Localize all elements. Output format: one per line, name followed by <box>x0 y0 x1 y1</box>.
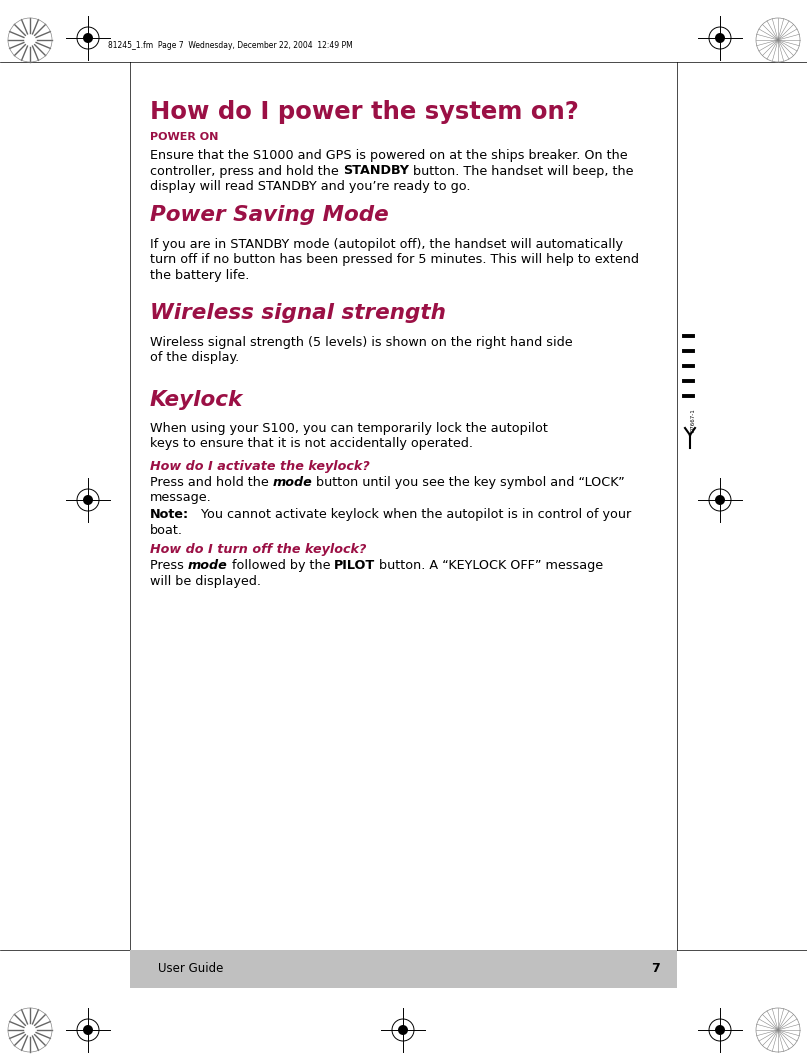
Text: message.: message. <box>150 492 211 504</box>
Text: When using your S100, you can temporarily lock the autopilot: When using your S100, you can temporaril… <box>150 422 548 435</box>
Text: How do I turn off the keylock?: How do I turn off the keylock? <box>150 543 366 556</box>
Circle shape <box>709 1020 731 1041</box>
Text: Keylock: Keylock <box>150 390 243 410</box>
Text: button. A “KEYLOCK OFF” message: button. A “KEYLOCK OFF” message <box>375 559 604 572</box>
Circle shape <box>83 1025 93 1035</box>
Text: Press: Press <box>150 559 188 572</box>
Circle shape <box>709 27 731 49</box>
Circle shape <box>715 1025 725 1035</box>
Text: boat.: boat. <box>150 524 183 536</box>
Circle shape <box>715 495 725 506</box>
Circle shape <box>715 33 725 42</box>
Text: Wireless signal strength: Wireless signal strength <box>150 303 446 323</box>
Text: STANDBY: STANDBY <box>343 165 409 177</box>
Text: How do I activate the keylock?: How do I activate the keylock? <box>150 460 370 473</box>
Text: of the display.: of the display. <box>150 352 239 364</box>
Text: You cannot activate keylock when the autopilot is in control of your: You cannot activate keylock when the aut… <box>193 508 631 521</box>
Text: Power Saving Mode: Power Saving Mode <box>150 205 389 225</box>
Text: keys to ensure that it is not accidentally operated.: keys to ensure that it is not accidental… <box>150 438 473 450</box>
Text: PILOT: PILOT <box>334 559 375 572</box>
Text: D7667-1: D7667-1 <box>691 408 696 432</box>
Text: 81245_1.fm  Page 7  Wednesday, December 22, 2004  12:49 PM: 81245_1.fm Page 7 Wednesday, December 22… <box>108 41 353 51</box>
Circle shape <box>83 33 93 42</box>
Circle shape <box>709 489 731 511</box>
Text: controller, press and hold the: controller, press and hold the <box>150 165 343 177</box>
Circle shape <box>77 27 99 49</box>
Text: Press and hold the: Press and hold the <box>150 476 273 489</box>
Circle shape <box>392 1020 414 1041</box>
Text: will be displayed.: will be displayed. <box>150 575 261 587</box>
Text: display will read STANDBY and you’re ready to go.: display will read STANDBY and you’re rea… <box>150 179 470 193</box>
Text: followed by the: followed by the <box>228 559 334 572</box>
Text: the battery life.: the battery life. <box>150 269 249 282</box>
Circle shape <box>77 1020 99 1041</box>
Text: turn off if no button has been pressed for 5 minutes. This will help to extend: turn off if no button has been pressed f… <box>150 254 639 267</box>
Circle shape <box>77 489 99 511</box>
Text: mode: mode <box>188 559 228 572</box>
Text: Wireless signal strength (5 levels) is shown on the right hand side: Wireless signal strength (5 levels) is s… <box>150 336 573 349</box>
Text: POWER ON: POWER ON <box>150 132 219 142</box>
Bar <box>130 950 677 988</box>
Text: If you are in STANDBY mode (autopilot off), the handset will automatically: If you are in STANDBY mode (autopilot of… <box>150 238 623 251</box>
Circle shape <box>83 495 93 506</box>
Text: How do I power the system on?: How do I power the system on? <box>150 100 579 124</box>
Text: User Guide: User Guide <box>158 962 224 976</box>
Text: Ensure that the S1000 and GPS is powered on at the ships breaker. On the: Ensure that the S1000 and GPS is powered… <box>150 149 628 162</box>
Text: mode: mode <box>273 476 312 489</box>
Text: 7: 7 <box>651 962 660 976</box>
Text: button. The handset will beep, the: button. The handset will beep, the <box>409 165 633 177</box>
Circle shape <box>398 1025 408 1035</box>
Text: button until you see the key symbol and “LOCK”: button until you see the key symbol and … <box>312 476 625 489</box>
Text: Note:: Note: <box>150 508 189 521</box>
